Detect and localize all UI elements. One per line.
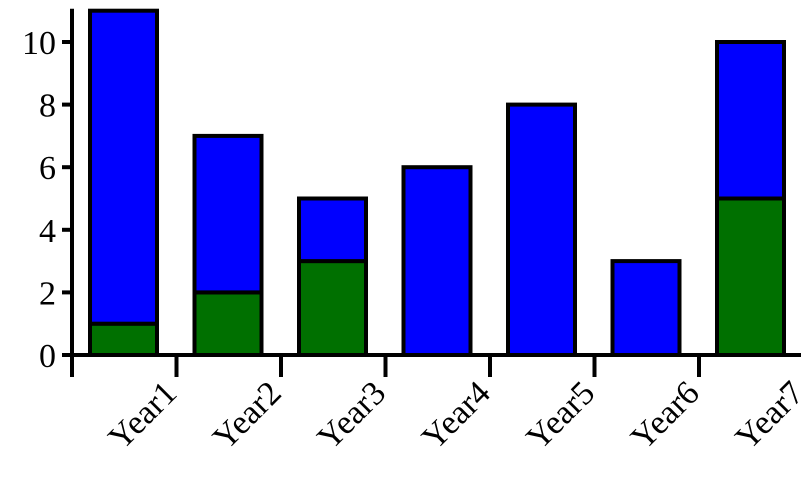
x-tick-label-year1: Year1: [102, 374, 184, 456]
x-tick-label-year5: Year5: [520, 374, 602, 456]
x-tick-label-year4: Year4: [415, 374, 497, 456]
bar-year2-segment-2: [192, 133, 264, 295]
bar-year5-segment-2: [506, 102, 577, 357]
y-tick-label: 10: [22, 25, 56, 62]
bar-year4-segment-2: [401, 165, 473, 357]
y-tick-label: 2: [39, 275, 56, 312]
bar-year1-segment-2: [88, 8, 159, 326]
y-tick-label: 8: [39, 88, 56, 125]
x-tick-label-year2: Year2: [206, 374, 288, 456]
bar-year6-segment-2: [610, 259, 682, 358]
x-tick-label-year6: Year6: [624, 374, 706, 456]
bar-year1-segment-1: [88, 321, 159, 358]
x-tick-label-year7: Year7: [729, 374, 801, 456]
y-tick-label: 6: [39, 150, 56, 187]
bars-group: [88, 8, 786, 358]
bar-year7-segment-1: [715, 196, 786, 357]
y-axis: 0 2 4 6 8 10: [22, 8, 74, 377]
y-tick-label: 4: [39, 213, 56, 250]
bar-year2-segment-1: [192, 290, 264, 357]
x-tick-label-year3: Year3: [311, 374, 393, 456]
bar-year3-segment-1: [297, 259, 368, 358]
bar-year7-segment-2: [715, 40, 786, 201]
y-tick-label: 0: [39, 338, 56, 375]
bar-year3-segment-2: [297, 196, 368, 264]
x-axis: Year1 Year2 Year3 Year4 Year5 Year6 Year7: [72, 353, 801, 457]
